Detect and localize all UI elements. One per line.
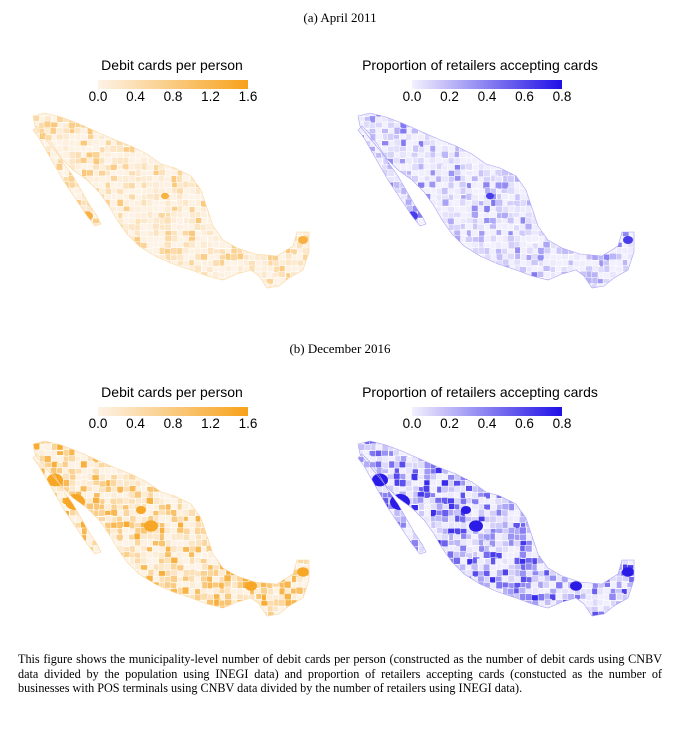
- map-outline: [357, 125, 427, 227]
- legend-tick: 0.0: [402, 89, 422, 104]
- legend-tick: 0.2: [440, 89, 459, 104]
- colorbar: [412, 80, 562, 89]
- legend-tick: 1.2: [201, 89, 220, 104]
- colorbar: [412, 407, 562, 416]
- map-outline: [357, 112, 635, 289]
- panel-a-caption: (a) April 2011: [303, 10, 377, 25]
- municipality-cells: [358, 441, 634, 616]
- colorbar-ticks: 0.0 0.4 0.8 1.2 1.6: [89, 416, 258, 432]
- panel-a-retail-map: [357, 112, 635, 289]
- colorbar: [98, 80, 248, 89]
- municipality-cells: [33, 113, 309, 288]
- legend-tick: 0.0: [402, 416, 422, 431]
- colorbar-ticks: 0.0 0.2 0.4 0.6 0.8: [403, 416, 572, 432]
- legend-tick: 0.6: [515, 89, 534, 104]
- legend-tick: 0.0: [88, 89, 108, 104]
- panel-a-debit-map: [32, 112, 310, 289]
- panel-a-debit-title: Debit cards per person: [101, 57, 243, 73]
- legend-tick: 0.8: [163, 89, 183, 104]
- legend-tick: 0.4: [477, 416, 497, 431]
- panel-b-retail-map: [357, 440, 635, 617]
- legend-tick: 0.0: [88, 416, 108, 431]
- legend-tick: 1.2: [201, 416, 220, 431]
- legend-tick: 0.4: [126, 89, 145, 104]
- map-outline: [32, 125, 102, 227]
- municipality-cells: [33, 441, 309, 616]
- colorbar-ticks: 0.0 0.2 0.4 0.6 0.8: [403, 89, 572, 105]
- map-outline: [357, 453, 427, 555]
- legend-tick: 0.8: [552, 89, 572, 104]
- panel-b-caption: (b) December 2016: [289, 341, 391, 356]
- legend-tick: 0.8: [552, 416, 572, 431]
- legend-tick: 0.4: [477, 89, 497, 104]
- map-outline: [32, 453, 102, 555]
- map-outline: [32, 440, 310, 617]
- legend-tick: 1.6: [238, 89, 258, 104]
- panel-b-debit-legend: 0.0 0.4 0.8 1.2 1.6: [89, 407, 258, 432]
- panel-b-retail-title: Proportion of retailers accepting cards: [362, 384, 598, 400]
- panel-b-debit-map: [32, 440, 310, 617]
- legend-tick: 0.2: [440, 416, 459, 431]
- panel-b-debit-title: Debit cards per person: [101, 384, 243, 400]
- panel-a-retail-legend: 0.0 0.2 0.4 0.6 0.8: [403, 80, 572, 105]
- panel-a-debit-legend: 0.0 0.4 0.8 1.2 1.6: [89, 80, 258, 105]
- legend-tick: 0.4: [126, 416, 145, 431]
- map-outline: [32, 112, 310, 289]
- panel-b-retail-legend: 0.0 0.2 0.4 0.6 0.8: [403, 407, 572, 432]
- colorbar: [98, 407, 248, 416]
- legend-tick: 1.6: [238, 416, 258, 431]
- figure-footnote: This figure shows the municipality-level…: [18, 652, 662, 696]
- map-outline: [357, 440, 635, 617]
- panel-a-retail-title: Proportion of retailers accepting cards: [362, 57, 598, 73]
- legend-tick: 0.8: [163, 416, 183, 431]
- municipality-cells: [358, 113, 634, 288]
- legend-tick: 0.6: [515, 416, 534, 431]
- colorbar-ticks: 0.0 0.4 0.8 1.2 1.6: [89, 89, 258, 105]
